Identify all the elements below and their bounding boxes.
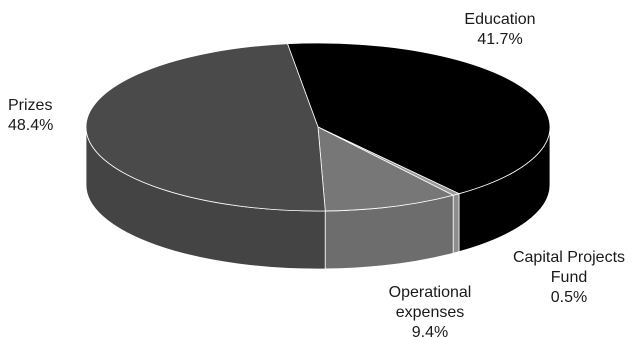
pie-slice-education bbox=[286, 42, 551, 195]
data-label-prizes-name: Prizes bbox=[8, 97, 52, 114]
data-label-capital-projects-fund-name: Capital Projects bbox=[513, 249, 625, 266]
data-label-capital-projects-fund-value: 0.5% bbox=[551, 289, 587, 306]
pie-sides bbox=[85, 126, 551, 270]
data-label-prizes-value: 48.4% bbox=[8, 117, 53, 134]
data-label-operational-expenses-value: 9.4% bbox=[412, 324, 448, 337]
data-label-education-name: Education bbox=[464, 11, 535, 28]
data-label-operational-expenses-name: expenses bbox=[396, 304, 465, 321]
pie-tops bbox=[85, 42, 551, 212]
pie-labels: Education 41.7% Capital Projects Fund 0.5% Op… bbox=[8, 11, 625, 337]
pie-slice-operational-expenses bbox=[317, 126, 455, 212]
pie-slice-prizes bbox=[85, 43, 326, 212]
data-label-operational-expenses-name: Operational bbox=[389, 284, 472, 301]
data-label-capital-projects-fund-name: Fund bbox=[551, 269, 587, 286]
data-label-education-value: 41.7% bbox=[477, 31, 522, 48]
pie-side-capital-projects-fund bbox=[452, 193, 460, 254]
